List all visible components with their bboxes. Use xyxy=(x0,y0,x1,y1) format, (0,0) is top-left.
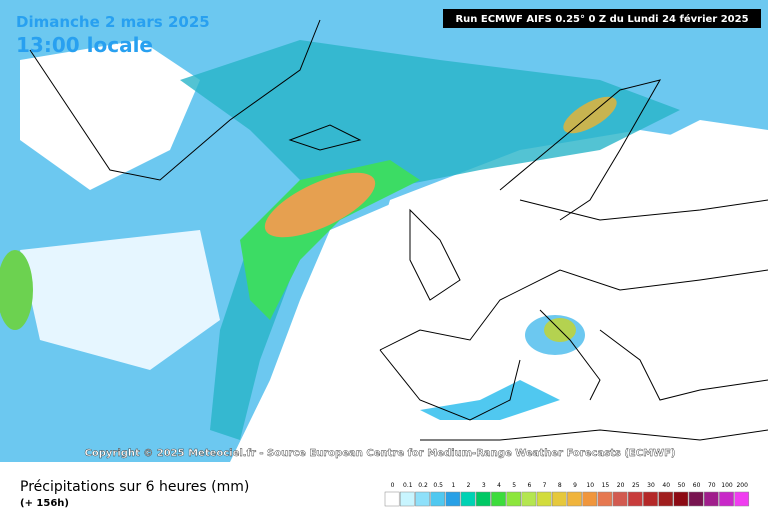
legend-swatch xyxy=(551,491,567,507)
legend-label: 4 xyxy=(497,482,501,489)
legend-swatch xyxy=(703,491,719,507)
legend-swatch xyxy=(567,491,582,507)
legend-swatch xyxy=(475,491,491,507)
legend-label: 8 xyxy=(558,482,562,489)
legend-swatch xyxy=(415,491,430,507)
legend-label: 20 xyxy=(617,482,625,489)
legend-label: 30 xyxy=(647,482,655,489)
legend-label: 7 xyxy=(543,482,547,489)
legend-label: 200 xyxy=(736,482,748,489)
legend-swatch xyxy=(430,491,446,507)
legend-label: 0 xyxy=(391,482,395,489)
legend-label: 25 xyxy=(632,482,640,489)
time: 13:00 locale xyxy=(16,33,153,57)
legend-label: 40 xyxy=(662,482,670,489)
legend-label: 2 xyxy=(467,482,471,489)
legend-swatch xyxy=(643,491,658,507)
legend-label: 100 xyxy=(721,482,733,489)
legend-swatch xyxy=(536,491,552,507)
legend-swatch xyxy=(491,491,506,507)
legend-label: 6 xyxy=(527,482,531,489)
run-info: Run ECMWF AIFS 0.25° 0 Z du Lundi 24 fév… xyxy=(455,13,748,25)
legend-label: 60 xyxy=(693,482,701,489)
legend: 0 0.1 0.2 0.5 1 2 3 4 5 6 7 8 9 10 15 20 25 30 40 50 60 70 100… xyxy=(384,482,750,507)
legend-swatch xyxy=(673,491,689,507)
legend-swatch xyxy=(734,491,750,507)
legend-swatch xyxy=(688,491,704,507)
legend-label: 9 xyxy=(573,482,577,489)
map xyxy=(0,0,768,462)
legend-swatch xyxy=(597,491,613,507)
legend-swatch xyxy=(506,491,522,507)
footer-title: Précipitations sur 6 heures (mm) xyxy=(20,479,249,495)
legend-label: 0.1 xyxy=(403,482,413,489)
legend-label: 70 xyxy=(708,482,716,489)
legend-label: 50 xyxy=(678,482,686,489)
legend-label: 15 xyxy=(602,482,610,489)
legend-swatch xyxy=(612,491,628,507)
copyright: Copyright © 2025 Meteociel.fr - Source E… xyxy=(85,448,676,459)
legend-label: 0.5 xyxy=(433,482,443,489)
legend-swatch xyxy=(399,491,415,507)
lead-time: (+ 156h) xyxy=(20,498,69,509)
legend-swatch xyxy=(460,491,476,507)
legend-label: 3 xyxy=(482,482,486,489)
legend-swatch xyxy=(719,491,734,507)
run-box xyxy=(443,9,761,28)
legend-swatch xyxy=(627,491,643,507)
legend-swatch xyxy=(658,491,674,507)
legend-label: 5 xyxy=(512,482,516,489)
legend-label: 10 xyxy=(586,482,594,489)
legend-swatch xyxy=(521,491,537,507)
legend-swatch xyxy=(445,491,461,507)
date: Dimanche 2 mars 2025 xyxy=(16,13,210,31)
legend-label: 0.2 xyxy=(418,482,428,489)
legend-swatch xyxy=(384,491,400,507)
legend-swatch xyxy=(582,491,598,507)
legend-label: 1 xyxy=(451,482,455,489)
